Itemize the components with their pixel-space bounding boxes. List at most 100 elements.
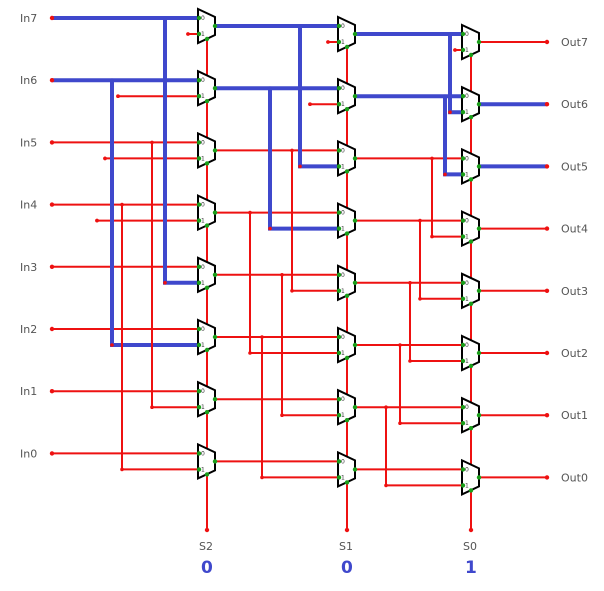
- mux-pin1-label: 1: [341, 350, 345, 357]
- mux-select-pin: [344, 355, 350, 361]
- mux-s0-bit4[interactable]: [461, 210, 480, 248]
- mux-input1-pin: [196, 31, 202, 37]
- input-pin: [49, 326, 55, 332]
- mux-s1-bit5[interactable]: [337, 139, 356, 177]
- output-label-out1: Out1: [561, 409, 588, 422]
- mux-s0-bit5[interactable]: [461, 147, 480, 185]
- mux-s1-bit3[interactable]: [337, 264, 356, 302]
- mux-input1-pin: [196, 342, 202, 348]
- mux-input1-pin: [336, 288, 342, 293]
- mux-input0-pin: [460, 342, 466, 348]
- mux-s1-bit7[interactable]: [337, 15, 356, 53]
- junction: [443, 94, 447, 98]
- mux-output-pin: [212, 23, 218, 29]
- mux-pin0-label: 0: [465, 93, 469, 100]
- mux-s0-bit2[interactable]: [461, 334, 480, 372]
- mux-input0-pin: [460, 156, 466, 161]
- mux-s0-bit7[interactable]: [461, 23, 480, 61]
- junction: [408, 281, 412, 285]
- input-label-in5: In5: [20, 136, 37, 149]
- mux-s0-bit6[interactable]: [461, 85, 480, 123]
- mux-select-pin: [344, 418, 350, 423]
- select-label-s1: S1: [339, 540, 353, 553]
- mux-pin0-label: 0: [201, 264, 205, 271]
- mux-s1-bit6[interactable]: [337, 77, 356, 115]
- junction: [443, 172, 447, 177]
- mux-output-pin: [476, 226, 482, 231]
- mux-select-pin: [344, 169, 350, 174]
- mux-s0-bit0[interactable]: [461, 458, 480, 496]
- mux-pin1-label: 1: [201, 280, 205, 287]
- output-pin: [544, 102, 550, 107]
- mux-output-pin: [212, 459, 218, 464]
- mux-output-pin: [212, 148, 218, 153]
- mux-select-pin: [468, 177, 474, 182]
- mux-s2-bit4[interactable]: [197, 194, 216, 232]
- mux-s2-bit5[interactable]: [197, 131, 216, 169]
- mux-input1-pin: [336, 350, 342, 356]
- select-value-s0[interactable]: 1: [465, 558, 477, 578]
- mux-output-pin: [476, 164, 482, 169]
- mux-output-pin: [476, 39, 482, 45]
- wire-stage0-in1-1: [151, 142, 198, 409]
- mux-s0-bit3[interactable]: [461, 272, 480, 310]
- mux-s2-bit0[interactable]: [197, 442, 216, 480]
- junction: [453, 48, 457, 52]
- mux-input0-pin: [336, 334, 342, 340]
- mux-pin1-label: 1: [465, 358, 469, 365]
- mux-select-pin: [344, 44, 350, 50]
- output-label-out4: Out4: [561, 223, 588, 236]
- mux-s1-bit4[interactable]: [337, 202, 356, 240]
- input-pin: [49, 389, 55, 394]
- output-pin: [544, 226, 550, 231]
- junction: [298, 24, 302, 28]
- mux-s2-bit3[interactable]: [197, 256, 216, 294]
- junction: [260, 335, 264, 339]
- wire-stage0-in1-0: [121, 204, 198, 471]
- mux-pin1-label: 1: [341, 412, 345, 419]
- mux-pin0-label: 0: [341, 147, 345, 154]
- mux-input0-pin: [460, 405, 466, 410]
- junction: [260, 475, 264, 480]
- mux-pin0-label: 0: [341, 272, 345, 279]
- junction: [150, 140, 154, 145]
- mux-pin0-label: 0: [465, 280, 469, 287]
- mux-select-pin: [468, 115, 474, 120]
- mux-s0-bit1[interactable]: [461, 396, 480, 434]
- mux-s1-bit0[interactable]: [337, 450, 356, 488]
- mux-pin0-label: 0: [341, 85, 345, 92]
- mux-select-pin: [344, 107, 350, 112]
- mux-pin1-label: 1: [465, 482, 469, 489]
- mux-input0-pin: [196, 140, 202, 145]
- junction: [268, 86, 272, 90]
- input-label-in3: In3: [20, 261, 37, 274]
- select-value-s2[interactable]: 0: [201, 558, 213, 578]
- mux-s2-bit1[interactable]: [197, 380, 216, 418]
- mux-input1-pin: [336, 39, 342, 45]
- mux-s2-bit2[interactable]: [197, 318, 216, 356]
- mux-output-pin: [352, 467, 358, 472]
- mux-s1-bit1[interactable]: [337, 388, 356, 426]
- mux-s2-bit7[interactable]: [197, 7, 216, 45]
- mux-pin0-label: 0: [201, 326, 205, 333]
- junction: [298, 164, 302, 169]
- junction: [120, 467, 124, 472]
- junction: [408, 359, 412, 363]
- mux-output-pin: [352, 342, 358, 348]
- mux-pin0-label: 0: [341, 23, 345, 30]
- mux-pin0-label: 0: [341, 210, 345, 217]
- mux-s1-bit2[interactable]: [337, 326, 356, 364]
- wire-stage2-in1-6: [448, 34, 462, 115]
- input-label-in7: In7: [20, 12, 37, 25]
- junction: [103, 156, 107, 161]
- mux-input1-pin: [460, 110, 466, 115]
- output-label-out0: Out0: [561, 471, 588, 484]
- mux-input1-pin: [460, 358, 466, 364]
- junction: [280, 413, 284, 418]
- mux-s2-bit6[interactable]: [197, 69, 216, 107]
- select-pin-s0: [468, 527, 474, 533]
- mux-input1-pin: [336, 475, 342, 480]
- select-value-s1[interactable]: 0: [341, 558, 353, 578]
- select-label-s2: S2: [199, 540, 213, 553]
- mux-select-pin: [204, 223, 210, 228]
